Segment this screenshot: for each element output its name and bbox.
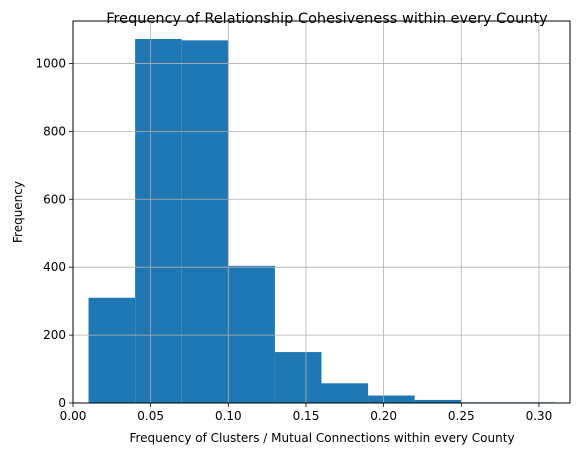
histogram-bar	[182, 40, 229, 403]
chart-title: Frequency of Relationship Cohesiveness w…	[106, 11, 548, 27]
x-axis-label: Frequency of Clusters / Mutual Connectio…	[129, 431, 514, 445]
y-tick-label: 200	[43, 328, 66, 342]
y-tick-label: 400	[43, 260, 66, 274]
histogram-bar	[368, 396, 415, 403]
x-tick-label: 0.00	[60, 409, 87, 423]
x-axis: 0.00 0.05 0.10 0.15 0.20 0.25 0.30	[60, 403, 553, 423]
x-tick-label: 0.20	[370, 409, 397, 423]
y-tick-label: 0	[58, 396, 66, 410]
histogram-bar	[228, 266, 275, 403]
y-tick-label: 800	[43, 124, 66, 138]
histogram-bar	[275, 352, 322, 403]
y-axis-label: Frequency	[11, 181, 25, 243]
y-tick-label: 600	[43, 192, 66, 206]
x-tick-label: 0.05	[137, 409, 164, 423]
x-tick-label: 0.15	[293, 409, 320, 423]
histogram-bar	[89, 298, 136, 403]
bars	[89, 39, 555, 403]
y-tick-label: 1000	[35, 56, 66, 70]
x-tick-label: 0.30	[526, 409, 553, 423]
x-tick-label: 0.10	[215, 409, 242, 423]
histogram-bar	[322, 383, 369, 403]
y-axis: 0 200 400 600 800 1000	[35, 56, 73, 410]
x-tick-label: 0.25	[448, 409, 475, 423]
histogram-bar	[135, 39, 182, 403]
